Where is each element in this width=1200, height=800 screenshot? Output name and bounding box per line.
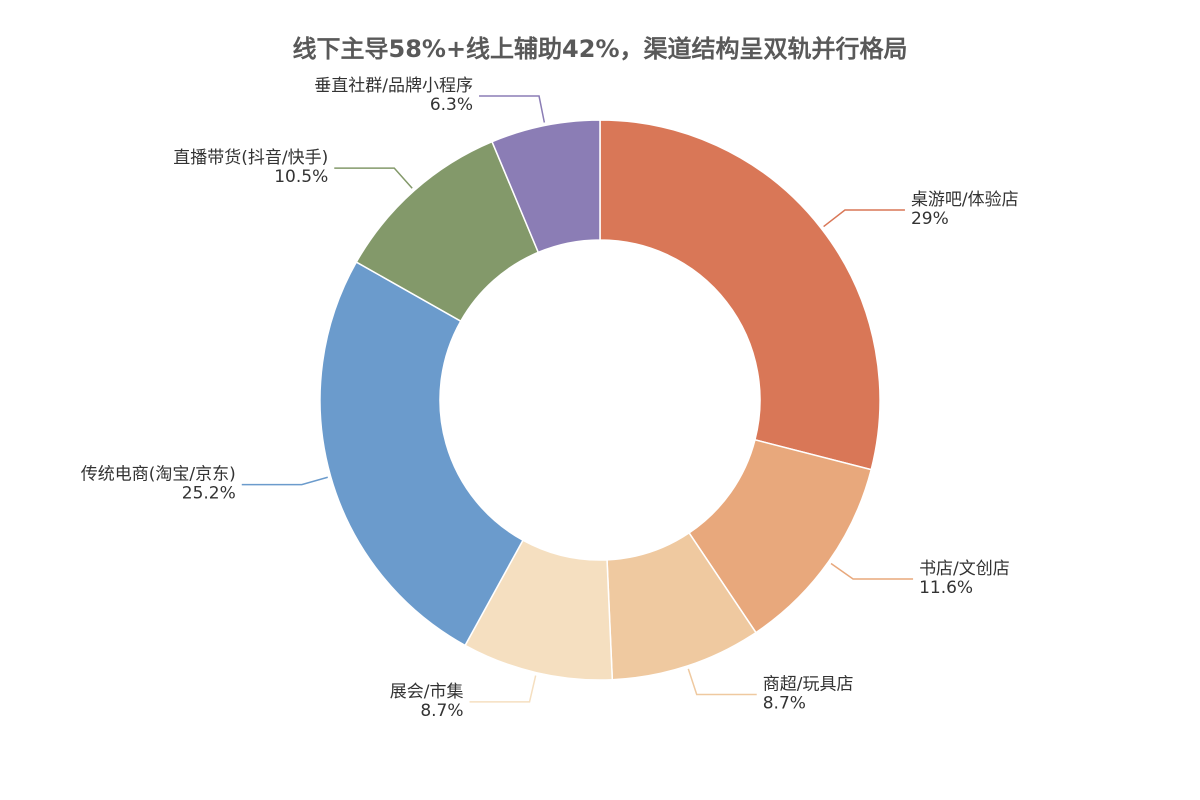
donut-slice bbox=[319, 261, 524, 647]
value-label: 8.7% bbox=[763, 694, 806, 714]
slice-label: 展会/市集 bbox=[390, 682, 464, 702]
slice-label: 书店/文创店 bbox=[919, 559, 1010, 579]
value-label: 10.5% bbox=[274, 167, 328, 187]
value-label: 29% bbox=[911, 209, 949, 229]
leader-line bbox=[479, 95, 546, 123]
value-label: 8.7% bbox=[420, 701, 463, 721]
slice-label: 垂直社群/品牌小程序 bbox=[314, 76, 473, 96]
slice-label: 桌游吧/体验店 bbox=[911, 190, 1019, 210]
slice-label: 传统电商(淘宝/京东) bbox=[81, 465, 236, 485]
leader-line bbox=[241, 476, 328, 486]
donut-slice bbox=[491, 119, 601, 254]
leader-line bbox=[823, 209, 905, 228]
leader-line bbox=[830, 562, 914, 580]
value-label: 6.3% bbox=[430, 95, 473, 115]
leader-line bbox=[687, 668, 757, 696]
chart-title: 线下主导58%+线上辅助42%，渠道结构呈双轨并行格局 bbox=[293, 35, 908, 63]
slice-label: 商超/玩具店 bbox=[763, 675, 854, 695]
slice-label: 直播带货(抖音/快手) bbox=[173, 148, 328, 168]
leader-line bbox=[334, 167, 413, 189]
donut-slice bbox=[599, 119, 881, 471]
value-label: 25.2% bbox=[182, 484, 236, 504]
value-label: 11.6% bbox=[919, 578, 973, 598]
leader-line bbox=[469, 675, 537, 703]
